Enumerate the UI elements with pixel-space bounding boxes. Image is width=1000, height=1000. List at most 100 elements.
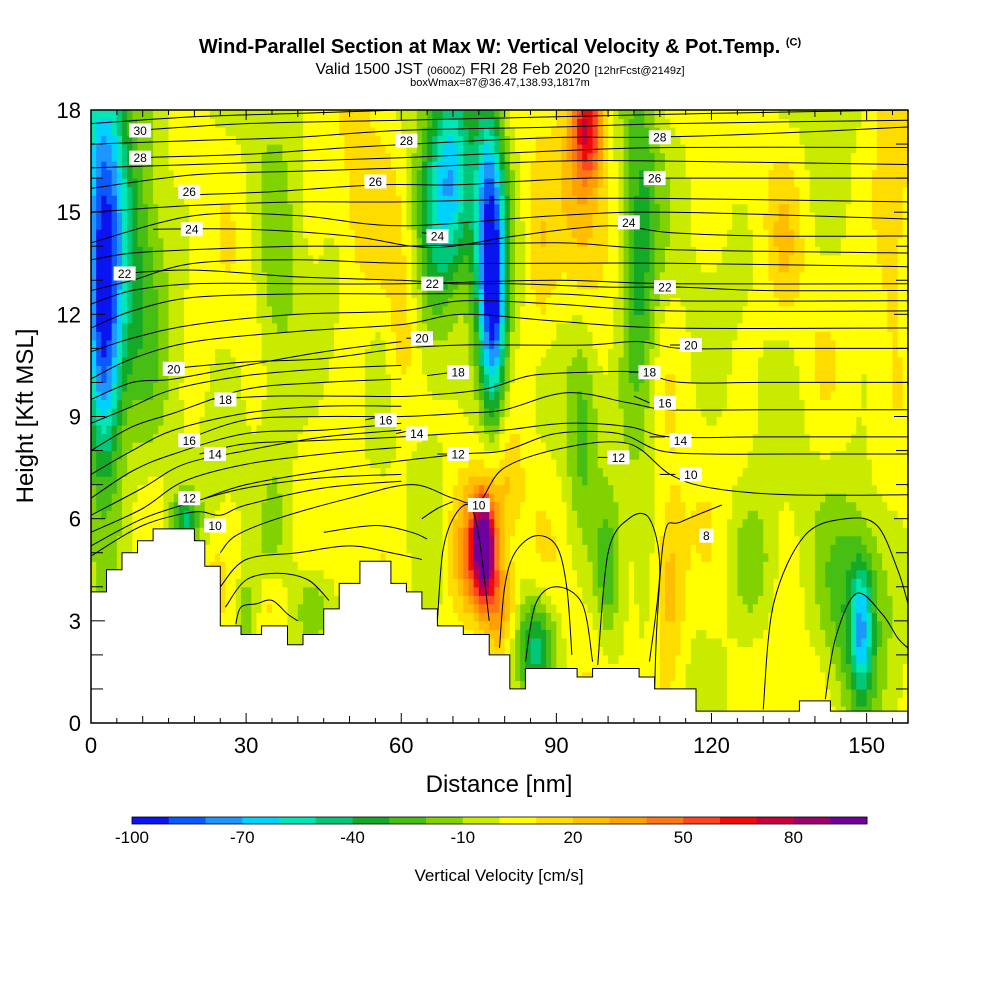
field-cell	[349, 271, 356, 281]
field-cell	[199, 237, 206, 247]
field-cell	[215, 535, 221, 545]
field-cell	[328, 595, 335, 605]
field-cell	[96, 373, 102, 384]
field-cell	[204, 322, 211, 332]
field-cell	[396, 382, 402, 392]
field-cell	[297, 450, 304, 460]
field-cell	[271, 442, 278, 452]
field-cell	[116, 373, 123, 384]
field-cell	[432, 535, 439, 545]
field-cell	[271, 484, 278, 494]
field-cell	[251, 450, 258, 460]
field-cell	[153, 110, 159, 120]
field-cell	[442, 356, 449, 367]
field-cell	[220, 595, 227, 605]
field-cell	[282, 603, 289, 613]
field-cell	[292, 161, 299, 171]
field-cell	[127, 237, 133, 247]
field-cell	[256, 612, 263, 622]
field-cell	[225, 450, 232, 460]
field-cell	[256, 246, 263, 256]
field-cell	[385, 433, 392, 443]
field-cell	[96, 127, 102, 137]
field-cell	[240, 237, 247, 247]
field-cell	[116, 535, 123, 545]
field-cell	[101, 339, 108, 349]
field-cell	[427, 254, 433, 264]
field-cell	[313, 280, 320, 290]
field-cell	[287, 416, 294, 426]
field-cell	[318, 552, 325, 562]
field-cell	[240, 152, 247, 162]
field-cell	[416, 280, 423, 290]
field-cell	[246, 195, 252, 205]
field-cell	[303, 280, 309, 290]
field-cell	[318, 314, 325, 324]
field-cell	[303, 348, 309, 358]
field-cell	[142, 263, 149, 273]
field-cell	[432, 390, 439, 401]
field-cell	[225, 433, 232, 443]
field-cell	[359, 118, 366, 128]
field-cell	[421, 127, 428, 137]
field-cell	[349, 254, 356, 264]
field-cell	[240, 229, 247, 239]
field-cell	[416, 195, 423, 205]
field-cell	[406, 450, 413, 460]
field-cell	[132, 501, 139, 511]
field-cell	[344, 476, 351, 486]
field-cell	[396, 476, 402, 486]
field-cell	[220, 322, 227, 332]
field-cell	[204, 237, 211, 247]
field-cell	[132, 203, 139, 213]
field-cell	[421, 144, 428, 154]
field-cell	[163, 254, 170, 264]
field-cell	[96, 305, 102, 315]
field-cell	[292, 637, 299, 647]
field-cell	[168, 518, 175, 528]
field-cell	[266, 484, 273, 494]
field-cell	[328, 373, 335, 384]
field-cell	[308, 501, 314, 511]
field-cell	[277, 620, 283, 630]
field-cell	[256, 297, 263, 307]
field-cell	[189, 416, 196, 426]
field-cell	[308, 127, 314, 137]
field-cell	[266, 586, 273, 596]
field-cell	[396, 527, 402, 537]
field-cell	[339, 322, 345, 332]
field-cell	[318, 135, 325, 145]
field-cell	[132, 254, 139, 264]
field-cell	[375, 373, 382, 384]
field-cell	[344, 237, 351, 247]
field-cell	[442, 254, 449, 264]
field-cell	[323, 186, 330, 196]
field-cell	[225, 246, 232, 256]
field-cell	[153, 356, 159, 367]
field-cell	[303, 629, 309, 639]
field-cell	[354, 569, 361, 579]
field-cell	[385, 484, 392, 494]
field-cell	[370, 186, 376, 196]
field-cell	[359, 271, 366, 281]
field-cell	[365, 493, 371, 503]
field-cell	[411, 203, 418, 213]
field-cell	[323, 152, 330, 162]
field-cell	[427, 169, 433, 179]
field-cell	[308, 382, 314, 392]
field-cell	[101, 348, 108, 358]
field-cell	[235, 161, 242, 171]
field-cell	[427, 348, 433, 358]
field-cell	[122, 246, 128, 256]
field-cell	[127, 518, 133, 528]
field-cell	[375, 195, 382, 205]
field-cell	[116, 322, 123, 332]
field-cell	[147, 314, 154, 324]
field-cell	[282, 493, 289, 503]
field-cell	[349, 501, 356, 511]
field-cell	[277, 271, 283, 281]
field-cell	[256, 169, 263, 179]
field-cell	[380, 450, 387, 460]
field-cell	[184, 271, 190, 281]
field-cell	[432, 544, 439, 554]
